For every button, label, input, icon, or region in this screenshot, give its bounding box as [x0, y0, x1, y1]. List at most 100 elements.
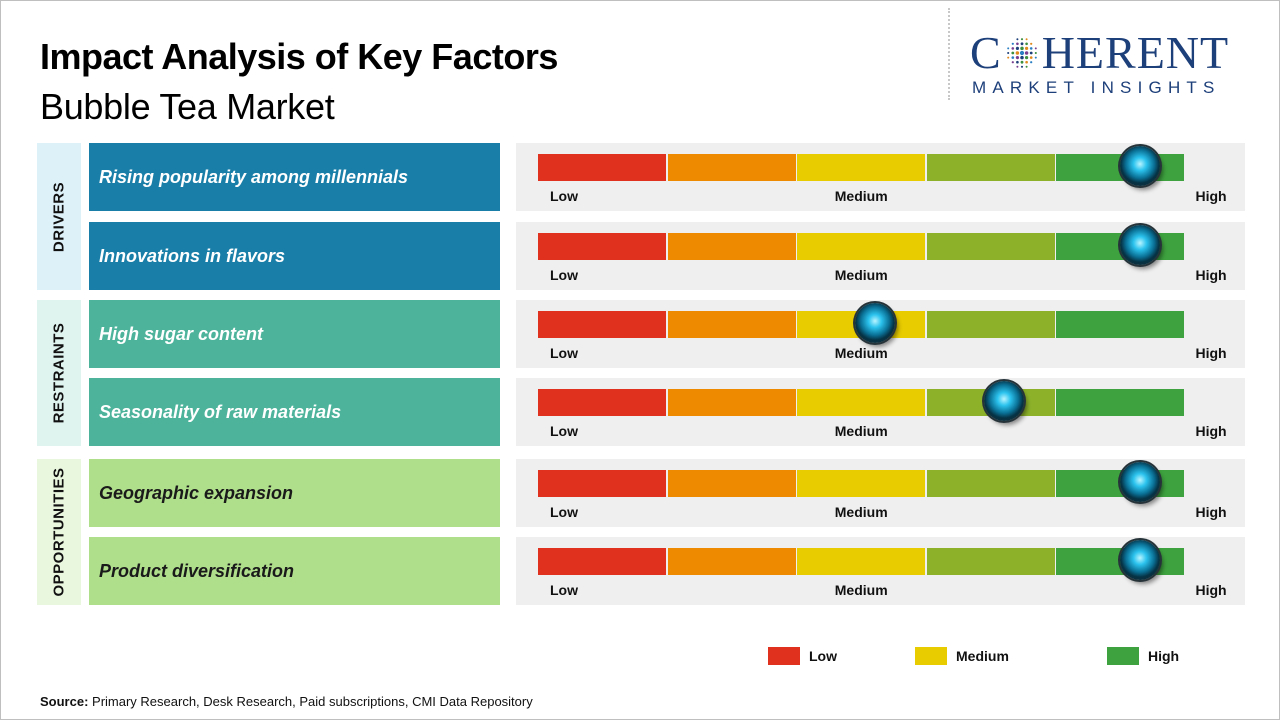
scale-tick-medium: Medium — [834, 267, 888, 283]
category-drivers: DRIVERS — [37, 143, 81, 290]
scale-segment — [538, 470, 666, 497]
category-restraints: RESTRAINTS — [37, 300, 81, 446]
scale-tick-medium: Medium — [834, 423, 888, 439]
scale-segment — [538, 548, 666, 575]
impact-scale-track: Low Medium High — [516, 378, 1245, 446]
category-label: OPPORTUNITIES — [50, 467, 68, 597]
scale-segment — [667, 311, 796, 338]
source-text: Primary Research, Desk Research, Paid su… — [88, 694, 533, 709]
logo-dot — [1015, 55, 1019, 60]
logo-dot — [1029, 47, 1033, 50]
logo-dot — [1025, 38, 1028, 41]
impact-marker — [984, 381, 1025, 421]
scale-segment — [797, 548, 925, 575]
logo-dot — [1024, 51, 1029, 55]
legend-label: Low — [809, 648, 837, 664]
scale-segment — [667, 154, 796, 181]
impact-marker — [1120, 462, 1161, 502]
legend-swatch — [1107, 647, 1139, 665]
logo-dot — [1016, 65, 1019, 68]
factor-label: Geographic expansion — [99, 482, 294, 503]
scale-segment — [797, 389, 925, 416]
impact-scale-track: Low Medium High — [516, 459, 1245, 527]
logo-dot — [1016, 38, 1019, 41]
scale-segment — [667, 470, 796, 497]
scale-tick-medium: Medium — [834, 345, 888, 361]
logo-dot — [1029, 56, 1033, 59]
logo-dot — [1025, 65, 1028, 68]
scale-segment — [667, 233, 796, 260]
logo-dot — [1011, 56, 1014, 59]
scale-segment — [538, 233, 666, 260]
impact-marker — [854, 303, 895, 343]
factor-label-box: High sugar content — [89, 300, 500, 368]
scale-tick-medium: Medium — [834, 188, 888, 204]
legend-swatch — [768, 647, 800, 665]
scale-tick-low: Low — [550, 582, 578, 598]
impact-scale-track: Low Medium High — [516, 300, 1245, 368]
source-note: Source: Primary Research, Desk Research,… — [40, 694, 533, 709]
scale-segment — [538, 311, 666, 338]
source-label: Source: — [40, 694, 89, 709]
scale-segment — [797, 154, 925, 181]
legend-label: Medium — [956, 648, 1009, 664]
logo-dot — [1024, 60, 1028, 64]
impact-scale-track: Low Medium High — [516, 143, 1245, 211]
impact-marker — [1120, 146, 1161, 186]
scale-segment — [1056, 470, 1184, 497]
logo-dot — [1006, 47, 1009, 50]
logo-wordmark: C HERENT — [970, 28, 1229, 78]
scale-segment — [926, 154, 1055, 181]
scale-tick-low: Low — [550, 188, 578, 204]
scale-segment — [1056, 389, 1184, 416]
logo-dot — [1019, 50, 1024, 56]
logo-dot — [1020, 38, 1023, 41]
logo-dot — [1006, 51, 1009, 55]
scale-tick-high: High — [1195, 188, 1227, 204]
scale-segment — [926, 233, 1055, 260]
legend-label: High — [1148, 648, 1180, 664]
factor-label-box: Product diversification — [89, 537, 500, 605]
logo-dot — [1006, 56, 1009, 59]
logo-text-start: C — [970, 27, 1002, 78]
page-subtitle: Bubble Tea Market — [40, 86, 335, 127]
logo-dot — [1015, 51, 1019, 55]
logo-dot — [1011, 61, 1014, 64]
logo-dot — [1011, 51, 1014, 55]
logo-dot — [1015, 60, 1019, 64]
scale-tick-low: Low — [550, 345, 578, 361]
scale-tick-medium: Medium — [834, 582, 888, 598]
company-logo: C HERENT MARKET INSIGHTS — [970, 28, 1270, 102]
factor-label-box: Geographic expansion — [89, 459, 500, 527]
category-label: DRIVERS — [50, 181, 68, 252]
factor-label: Rising popularity among millennials — [99, 166, 409, 187]
factor-label: High sugar content — [99, 323, 264, 344]
scale-tick-medium: Medium — [834, 504, 888, 520]
scale-tick-low: Low — [550, 504, 578, 520]
logo-dot — [1024, 46, 1028, 51]
scale-segment — [1056, 154, 1184, 181]
logo-dot — [1024, 42, 1028, 46]
factor-label: Innovations in flavors — [99, 245, 286, 266]
logo-dot — [1019, 46, 1024, 51]
scale-segment — [926, 548, 1055, 575]
logo-dot — [1015, 42, 1019, 46]
logo-dot — [1024, 55, 1028, 60]
scale-tick-low: Low — [550, 423, 578, 439]
logo-divider — [948, 8, 950, 100]
factor-label: Seasonality of raw materials — [99, 401, 342, 422]
logo-dot — [1015, 46, 1019, 51]
scale-segment — [797, 470, 925, 497]
factor-label: Product diversification — [99, 560, 295, 581]
scale-segment — [538, 154, 666, 181]
category-opportunities: OPPORTUNITIES — [37, 459, 81, 605]
impact-marker — [1120, 225, 1161, 265]
scale-tick-high: High — [1195, 423, 1227, 439]
logo-dot — [1019, 55, 1024, 60]
category-label: RESTRAINTS — [50, 322, 68, 424]
scale-segment — [926, 311, 1055, 338]
page-title: Impact Analysis of Key Factors — [40, 36, 558, 77]
logo-dot — [1034, 47, 1037, 50]
logo-dot — [1029, 42, 1032, 45]
logo-dot — [1020, 65, 1023, 68]
